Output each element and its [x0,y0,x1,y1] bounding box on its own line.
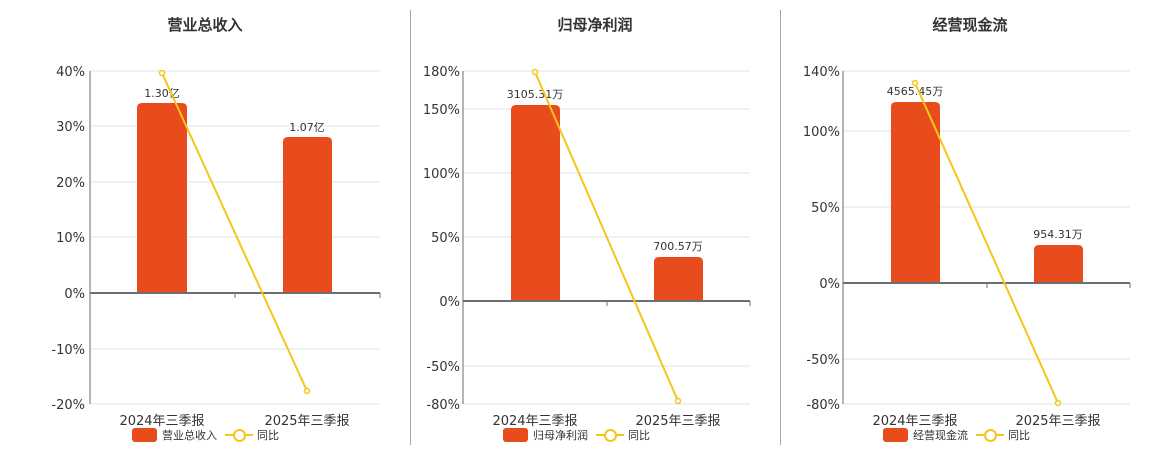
yoy-line [914,82,1059,404]
y-tick: 100% [803,125,840,140]
y-tick: 0% [64,287,85,302]
x-category-label: 2024年三季报 [119,414,204,429]
y-tick: -50% [806,353,840,368]
y-tick: 30% [56,120,85,135]
legend-line-circle-icon[interactable] [976,428,1004,442]
yoy-point[interactable] [911,79,919,87]
y-tick: -20% [51,398,85,413]
chart-title: 经营现金流 [932,16,1008,34]
legend-line-circle-icon[interactable] [596,428,624,442]
panel-divider [410,10,411,445]
x-category-label: 2025年三季报 [264,414,349,429]
grid-lines [90,70,380,405]
y-tick: 50% [431,231,460,246]
legend-bar-label[interactable]: 经营现金流 [913,429,968,442]
bar-value-label: 3105.31万 [507,88,564,101]
y-tick: 180% [423,65,460,80]
bar-2025[interactable] [1034,245,1083,283]
bar-2024[interactable] [891,102,940,283]
yoy-line [161,72,308,392]
chart-panel-revenue: 营业总收入 40% 30% 20% 10% 0% -10% -20% [0,0,410,450]
x-category-label: 2024年三季报 [872,414,957,429]
bar-value-label: 1.07亿 [289,121,325,134]
y-tick: 140% [803,65,840,80]
y-tick: 150% [423,103,460,118]
legend-bar-label[interactable]: 归母净利润 [533,429,588,442]
chart-panel-net-profit: 归母净利润 180% 150% 100% 50% 0% -50% -80% 31… [410,0,780,450]
yoy-line [534,71,679,402]
bar-2024[interactable] [137,103,187,293]
y-tick-labels: 140% 100% 50% 0% -50% -80% [803,65,840,413]
bar-2024[interactable] [511,105,560,301]
legend-line-label[interactable]: 同比 [1008,429,1030,442]
bar-value-label: 4565.45万 [887,85,944,98]
y-tick: -80% [806,398,840,413]
y-tick: 10% [56,231,85,246]
bar-2025[interactable] [654,257,703,301]
legend-bar-label[interactable]: 营业总收入 [162,429,217,442]
bar-value-label: 954.31万 [1033,228,1083,241]
y-tick: -50% [426,360,460,375]
x-category-label: 2025年三季报 [1015,414,1100,429]
x-category-label: 2025年三季报 [635,414,720,429]
chart-canvas: 140% 100% 50% 0% -50% -80% 4565.45万 954.… [803,65,1131,429]
legend-line-label[interactable]: 同比 [628,429,650,442]
y-tick: 20% [56,176,85,191]
yoy-point[interactable] [674,397,682,405]
chart-panel-operating-cashflow: 经营现金流 140% 100% 50% 0% -50% -80% 4565.45… [780,0,1160,450]
legend: 归母净利润 同比 [503,427,650,443]
legend-line-label[interactable]: 同比 [257,429,279,442]
y-tick: 0% [439,295,460,310]
yoy-point[interactable] [303,387,311,395]
legend-line-circle-icon[interactable] [225,428,253,442]
y-tick: 0% [819,277,840,292]
x-category-label: 2024年三季报 [492,414,577,429]
legend-bar-swatch-icon[interactable] [503,428,528,442]
legend: 营业总收入 同比 [132,427,279,443]
panel-divider [780,10,781,445]
legend-bar-swatch-icon[interactable] [883,428,908,442]
y-tick: -80% [426,398,460,413]
yoy-point[interactable] [158,69,166,77]
y-tick-labels: 40% 30% 20% 10% 0% -10% -20% [51,65,85,413]
chart-title: 归母净利润 [557,16,633,34]
grid-lines [843,70,1130,405]
yoy-point[interactable] [1054,399,1062,407]
yoy-point[interactable] [531,68,539,76]
y-tick: 100% [423,167,460,182]
y-tick: 50% [811,201,840,216]
chart-canvas: 40% 30% 20% 10% 0% -10% -20% 1.30亿 1.07亿… [51,65,381,429]
chart-canvas: 180% 150% 100% 50% 0% -50% -80% 3105.31万… [423,65,751,429]
chart-title: 营业总收入 [167,16,243,34]
legend-bar-swatch-icon[interactable] [132,428,157,442]
bar-2025[interactable] [283,137,332,293]
y-tick: -10% [51,343,85,358]
bar-value-label: 700.57万 [653,240,703,253]
legend: 经营现金流 同比 [883,427,1030,443]
y-tick: 40% [56,65,85,80]
y-tick-labels: 180% 150% 100% 50% 0% -50% -80% [423,65,460,413]
